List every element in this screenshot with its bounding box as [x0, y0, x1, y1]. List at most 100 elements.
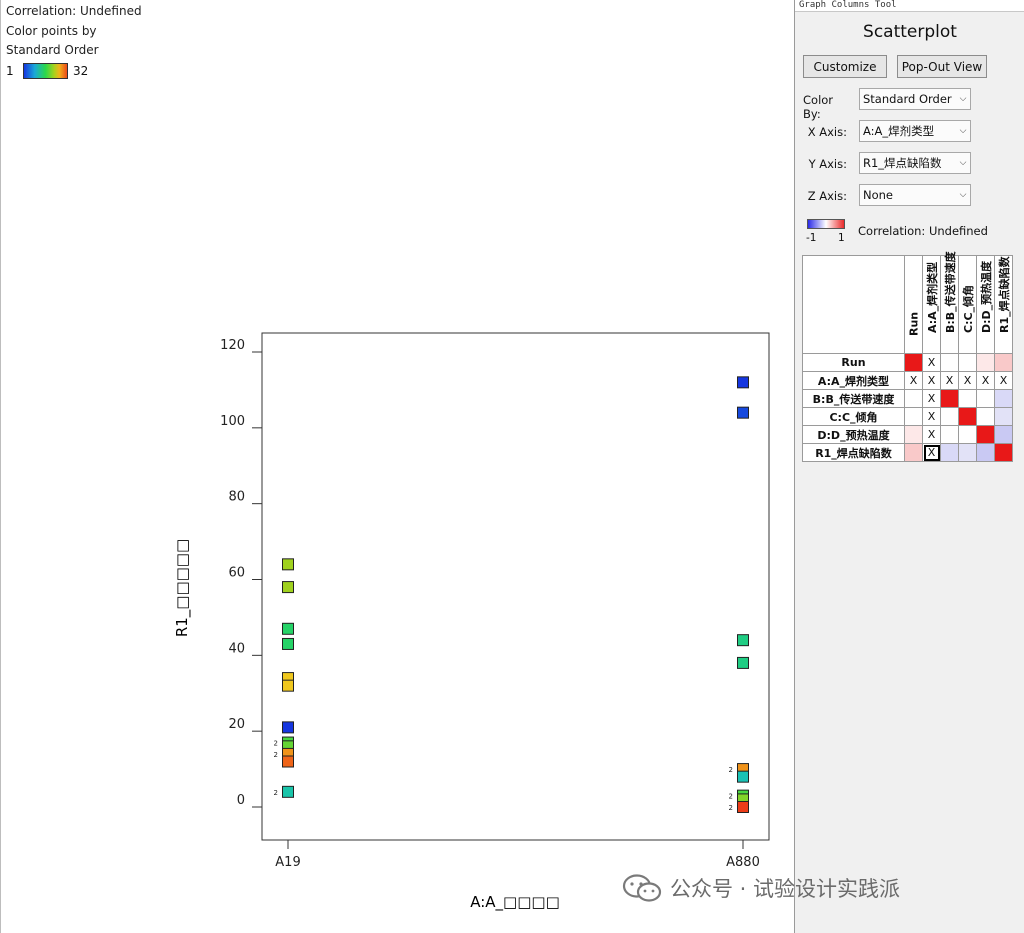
matrix-cell[interactable] — [976, 389, 995, 408]
matrix-column-header[interactable]: Run — [904, 255, 923, 354]
matrix-cell[interactable] — [904, 353, 923, 372]
matrix-column-label: B:B_传送带速度 — [943, 251, 957, 333]
matrix-cell[interactable] — [940, 425, 959, 444]
matrix-cell[interactable]: X — [922, 425, 941, 444]
data-point[interactable] — [282, 785, 294, 798]
correlation-matrix[interactable]: Run A:A_焊剂类型 B:B_传送带速度 C:C_倾角 D:D_预热温度 R1_焊点缺… — [802, 251, 1013, 462]
matrix-row-label[interactable]: C:C_倾角 — [802, 407, 905, 426]
data-point[interactable] — [282, 721, 294, 734]
matrix-cell[interactable] — [940, 443, 959, 462]
matrix-cell[interactable] — [958, 407, 977, 426]
x-axis-select[interactable]: A:A_焊剂类型 ⌵ — [859, 120, 971, 142]
chevron-down-icon: ⌵ — [959, 126, 967, 136]
x-axis: A19 A880 — [275, 840, 760, 870]
color-by-value: Standard Order — [863, 92, 952, 106]
matrix-cell[interactable] — [976, 353, 995, 372]
matrix-column-header[interactable]: A:A_焊剂类型 — [922, 255, 941, 354]
matrix-column-header[interactable]: B:B_传送带速度 — [940, 251, 959, 354]
matrix-cell[interactable]: X — [904, 371, 923, 390]
matrix-cell[interactable]: X — [976, 371, 995, 390]
matrix-column-header[interactable]: D:D_预热温度 — [976, 255, 995, 354]
legend-max: 32 — [73, 64, 89, 78]
matrix-column-header[interactable]: R1_焊点缺陷数 — [994, 255, 1013, 354]
data-point[interactable] — [282, 755, 294, 768]
z-axis-value: None — [863, 188, 894, 202]
matrix-cell[interactable]: X — [922, 407, 941, 426]
matrix-cell[interactable] — [976, 443, 995, 462]
matrix-column-header[interactable]: C:C_倾角 — [958, 255, 977, 354]
matrix-cell[interactable]: X — [940, 371, 959, 390]
matrix-cell[interactable] — [994, 407, 1013, 426]
data-point[interactable] — [282, 558, 294, 571]
matrix-cell[interactable]: X — [922, 371, 941, 390]
matrix-cell[interactable] — [976, 407, 995, 426]
data-points[interactable]: 2 2 2 2 2 2 — [274, 376, 749, 813]
matrix-cell[interactable] — [940, 407, 959, 426]
data-point[interactable] — [737, 656, 749, 669]
data-point[interactable] — [282, 679, 294, 692]
matrix-cell[interactable] — [994, 425, 1013, 444]
matrix-cell[interactable]: X — [958, 371, 977, 390]
matrix-cell[interactable] — [940, 353, 959, 372]
matrix-cell[interactable] — [976, 425, 995, 444]
y-axis-value: R1_焊点缺陷数 — [863, 156, 942, 170]
point-count-label: 2 — [274, 789, 278, 797]
matrix-cell[interactable] — [958, 353, 977, 372]
matrix-cell[interactable] — [994, 389, 1013, 408]
y-tick-label: 120 — [220, 338, 245, 353]
z-axis-label: Z Axis: — [807, 189, 847, 203]
data-point[interactable] — [282, 581, 294, 594]
color-by-label: Color By: — [803, 93, 834, 121]
matrix-row-label[interactable]: R1_焊点缺陷数 — [802, 443, 905, 462]
x-axis-value: A:A_焊剂类型 — [863, 124, 935, 138]
matrix-column-label: Run — [907, 311, 920, 336]
chevron-down-icon: ⌵ — [959, 158, 967, 168]
matrix-row-label[interactable]: B:B_传送带速度 — [802, 389, 905, 408]
matrix-cell[interactable] — [958, 389, 977, 408]
data-point[interactable] — [737, 801, 749, 813]
point-count-label: 2 — [729, 793, 733, 801]
data-point[interactable] — [737, 634, 749, 647]
matrix-cell[interactable] — [904, 407, 923, 426]
matrix-cell[interactable] — [994, 353, 1013, 372]
matrix-cell[interactable] — [904, 443, 923, 462]
point-count-label: 2 — [274, 751, 278, 759]
matrix-column-label: C:C_倾角 — [961, 284, 975, 333]
matrix-cell[interactable]: X — [922, 389, 941, 408]
matrix-cell[interactable]: X — [922, 353, 941, 372]
matrix-cell[interactable] — [994, 443, 1013, 462]
matrix-cell[interactable] — [940, 389, 959, 408]
matrix-cell[interactable] — [958, 425, 977, 444]
x-tick-label: A19 — [275, 855, 300, 870]
matrix-cell[interactable] — [904, 389, 923, 408]
y-axis-select[interactable]: R1_焊点缺陷数 ⌵ — [859, 152, 971, 174]
matrix-cell[interactable]: X — [994, 371, 1013, 390]
y-axis-label: R1_□□□□□ — [173, 539, 192, 637]
matrix-row-label[interactable]: D:D_预热温度 — [802, 425, 905, 444]
matrix-cell[interactable]: X — [922, 443, 941, 462]
panel-title-bar[interactable]: Graph Columns Tool — [795, 0, 1024, 12]
chevron-down-icon: ⌵ — [959, 94, 967, 104]
chevron-down-icon: ⌵ — [959, 190, 967, 200]
data-point[interactable] — [737, 406, 749, 419]
watermark: 公众号 · 试验设计实践派 — [622, 873, 900, 903]
matrix-corner — [802, 255, 905, 354]
z-axis-select[interactable]: None ⌵ — [859, 184, 971, 206]
data-point[interactable] — [737, 770, 749, 783]
customize-button[interactable]: Customize — [803, 55, 887, 78]
pop-out-view-button[interactable]: Pop-Out View — [897, 55, 987, 78]
data-point[interactable] — [737, 376, 749, 389]
corr-scale-min: -1 — [806, 232, 817, 244]
panel-heading: Scatterplot — [863, 22, 957, 42]
x-tick-label: A880 — [726, 855, 760, 870]
color-by-select[interactable]: Standard Order ⌵ — [859, 88, 971, 110]
matrix-cell[interactable] — [958, 443, 977, 462]
point-count-label: 2 — [729, 804, 733, 812]
watermark-text: 公众号 · 试验设计实践派 — [670, 877, 901, 901]
matrix-row-label[interactable]: A:A_焊剂类型 — [802, 371, 905, 390]
matrix-cell[interactable] — [904, 425, 923, 444]
data-point[interactable] — [282, 622, 294, 635]
matrix-row-label[interactable]: Run — [802, 353, 905, 372]
data-point[interactable] — [282, 637, 294, 650]
